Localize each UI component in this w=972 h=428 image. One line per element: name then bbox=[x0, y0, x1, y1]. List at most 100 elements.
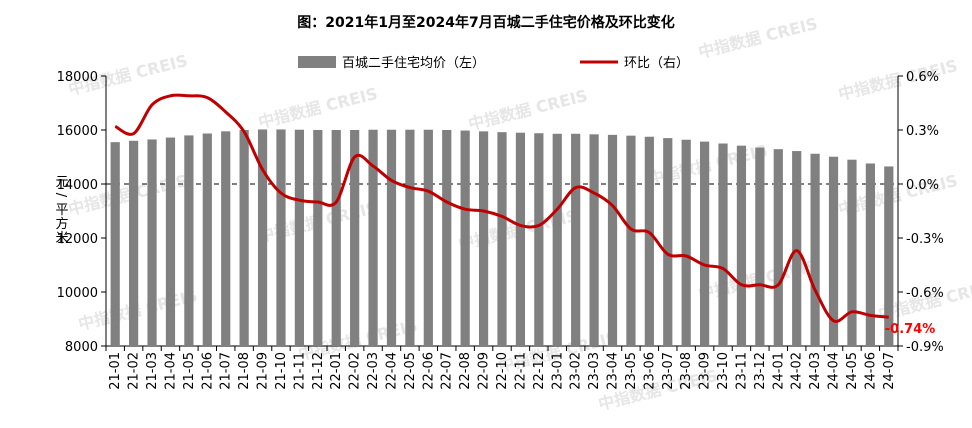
bar-24-03 bbox=[810, 153, 820, 346]
x-tick-label: 23-01 bbox=[550, 352, 565, 390]
y-axis-label-char: 平 bbox=[55, 203, 68, 218]
bar-22-11 bbox=[515, 132, 526, 346]
bar-22-06 bbox=[423, 129, 433, 346]
watermark-text: 中指数据 CREIS bbox=[696, 14, 819, 62]
bar-23-06 bbox=[644, 136, 654, 346]
bar-23-11 bbox=[736, 145, 747, 346]
bar-22-10 bbox=[497, 132, 507, 346]
axes-layer: 8000 10000 12000 14000 16000 18000 -0.9% -0.6% -… bbox=[53, 70, 944, 390]
x-tick-label: 22-06 bbox=[421, 352, 436, 390]
bar-23-04 bbox=[607, 134, 618, 346]
x-tick-label: 24-02 bbox=[790, 352, 805, 390]
x-tick-label: 21-08 bbox=[237, 352, 252, 390]
bar-23-01 bbox=[552, 133, 562, 346]
y-tick-label-right: 0.6% bbox=[906, 70, 939, 85]
legend-swatch-bar bbox=[298, 56, 336, 68]
x-tick-label: 21-02 bbox=[127, 352, 142, 390]
bar-24-05 bbox=[847, 159, 857, 346]
bar-24-01 bbox=[773, 149, 783, 346]
x-tick-label: 23-03 bbox=[587, 352, 602, 390]
bar-21-09 bbox=[257, 129, 268, 346]
x-tick-label: 22-04 bbox=[384, 352, 399, 390]
y-axis-label-left: 元 / 平方米 bbox=[53, 175, 69, 246]
y-axis-label-char: 元 bbox=[55, 175, 68, 190]
y-axis-label-char: / bbox=[53, 193, 68, 198]
x-tick-label: 22-09 bbox=[477, 352, 492, 390]
bar-22-04 bbox=[386, 129, 397, 346]
y-tick-label-left: 8000 bbox=[65, 340, 98, 355]
x-tick-label: 24-03 bbox=[808, 352, 823, 390]
legend-label-bar: 百城二手住宅均价（左） bbox=[342, 56, 485, 71]
x-tick-label: 23-02 bbox=[569, 352, 584, 390]
line-layer bbox=[114, 93, 889, 323]
x-tick-label: 21-09 bbox=[256, 352, 271, 390]
y-tick-label-right: 0.0% bbox=[906, 178, 939, 193]
x-tick-label: 23-08 bbox=[679, 352, 694, 390]
x-tick-label: 23-09 bbox=[698, 352, 713, 390]
bar-21-08 bbox=[239, 130, 249, 346]
bar-22-07 bbox=[442, 130, 452, 346]
y-tick-label-left: 12000 bbox=[57, 232, 98, 247]
bar-21-07 bbox=[221, 131, 231, 346]
x-tick-label: 23-06 bbox=[642, 352, 657, 390]
bar-22-02 bbox=[350, 130, 360, 346]
bar-22-03 bbox=[368, 129, 378, 346]
bar-21-04 bbox=[165, 137, 176, 346]
bar-23-02 bbox=[571, 133, 581, 346]
bar-24-04 bbox=[828, 156, 839, 346]
x-tick-label: 23-11 bbox=[734, 352, 749, 390]
y-tick-label-left: 14000 bbox=[57, 178, 98, 193]
x-tick-label: 21-04 bbox=[163, 352, 178, 390]
x-tick-label: 22-11 bbox=[513, 352, 528, 390]
x-tick-label: 21-12 bbox=[311, 352, 326, 390]
bar-22-08 bbox=[460, 130, 470, 346]
bar-23-12 bbox=[755, 147, 765, 346]
x-tick-label: 22-12 bbox=[532, 352, 547, 390]
y-tick-label-left: 16000 bbox=[57, 124, 98, 139]
x-tick-label: 23-12 bbox=[753, 352, 768, 390]
bar-22-05 bbox=[405, 129, 415, 346]
x-tick-label: 21-06 bbox=[200, 352, 215, 390]
labels-layer: 图：2021年1月至2024年7月百城二手住宅价格及环比变化百城二手住宅均价（左… bbox=[297, 14, 935, 337]
x-tick-label: 24-01 bbox=[771, 352, 786, 390]
bar-21-12 bbox=[313, 130, 323, 346]
x-tick-label: 22-01 bbox=[329, 352, 344, 390]
x-tick-label: 23-04 bbox=[606, 352, 621, 390]
bar-21-03 bbox=[147, 139, 157, 346]
x-tick-label: 24-04 bbox=[827, 352, 842, 390]
bars-layer bbox=[110, 129, 894, 346]
y-axis-label-char: 米 bbox=[55, 231, 68, 246]
bar-21-05 bbox=[184, 135, 194, 346]
x-tick-label: 22-07 bbox=[440, 352, 455, 390]
x-tick-label: 24-06 bbox=[863, 352, 878, 390]
bar-21-10 bbox=[276, 129, 286, 346]
y-tick-label-left: 10000 bbox=[57, 286, 98, 301]
annotation-last-value: -0.74% bbox=[885, 322, 936, 337]
x-tick-label: 21-05 bbox=[182, 352, 197, 390]
x-tick-label: 22-10 bbox=[495, 352, 510, 390]
watermark-text: 中指数据 CREIS bbox=[466, 86, 589, 134]
bar-23-10 bbox=[718, 143, 728, 346]
x-tick-label: 22-02 bbox=[348, 352, 363, 390]
x-tick-label: 21-01 bbox=[108, 352, 123, 390]
x-tick-label: 24-05 bbox=[845, 352, 860, 390]
legend-label-line: 环比（右） bbox=[624, 56, 689, 71]
y-tick-label-left: 18000 bbox=[57, 70, 98, 85]
chart-title: 图：2021年1月至2024年7月百城二手住宅价格及环比变化 bbox=[297, 14, 674, 31]
x-tick-label: 24-07 bbox=[882, 352, 897, 390]
bar-21-02 bbox=[129, 140, 139, 346]
bar-22-09 bbox=[478, 131, 489, 346]
bar-21-01 bbox=[110, 142, 120, 346]
bar-23-07 bbox=[663, 138, 673, 346]
x-tick-label: 21-11 bbox=[292, 352, 307, 390]
bar-24-06 bbox=[865, 163, 875, 346]
watermark-text: 中指数据 CREIS bbox=[256, 84, 379, 132]
y-tick-label-right: -0.9% bbox=[906, 340, 944, 355]
bar-22-01 bbox=[331, 130, 341, 346]
bar-23-08 bbox=[681, 139, 691, 346]
x-tick-label: 21-10 bbox=[274, 352, 289, 390]
bar-23-05 bbox=[626, 135, 636, 346]
bar-21-11 bbox=[294, 129, 304, 346]
